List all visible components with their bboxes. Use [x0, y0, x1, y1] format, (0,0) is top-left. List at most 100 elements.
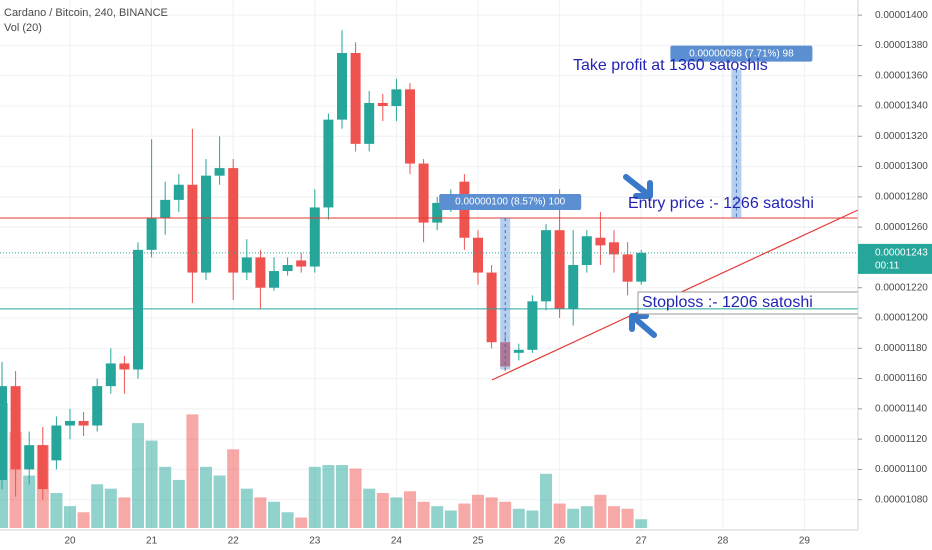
candle-body — [364, 102, 375, 144]
volume-bar — [580, 506, 593, 528]
x-tick-label: 20 — [64, 536, 76, 547]
volume-bar — [608, 506, 620, 528]
measure-label: 0.00000100 (8.57%) 100 — [455, 197, 566, 208]
volume-bar — [526, 510, 539, 528]
arrow — [623, 174, 653, 199]
y-tick-label: 0.00001380 — [875, 40, 928, 51]
x-tick-label: 23 — [309, 536, 321, 547]
volume-bar — [376, 493, 389, 528]
last-price-label: 0.00001243 — [875, 248, 928, 259]
y-tick-label: 0.00001160 — [875, 373, 928, 384]
candle-body — [513, 349, 524, 353]
candle-body — [309, 207, 320, 267]
candle-body — [269, 271, 279, 288]
volume-bar — [186, 414, 199, 528]
volume-bar — [200, 466, 212, 528]
candle-body — [377, 102, 388, 106]
volume-bar — [159, 466, 172, 528]
volume-bar — [363, 488, 376, 528]
candle-body — [228, 168, 239, 273]
volume-bar — [172, 479, 185, 528]
y-tick-label: 0.00001320 — [875, 131, 928, 142]
candle-body — [337, 53, 347, 120]
take-profit-note: Take profit at 1360 satoshis — [573, 57, 768, 74]
candle-body — [432, 202, 443, 223]
candle-body — [622, 254, 633, 282]
volume-bar — [50, 493, 63, 528]
volume-bar — [254, 497, 267, 528]
candle-body — [527, 301, 538, 350]
candle-body — [405, 89, 415, 164]
x-tick-label: 21 — [146, 536, 158, 547]
y-tick-label: 0.00001140 — [875, 403, 928, 414]
volume-bar — [485, 497, 498, 528]
candle-body — [24, 445, 35, 470]
volume-bar — [23, 475, 36, 528]
volume-bar — [281, 512, 294, 528]
y-tick-label: 0.00001340 — [875, 101, 928, 112]
volume-bar — [417, 501, 430, 528]
candle-body — [173, 184, 184, 200]
candle-body — [296, 260, 307, 267]
volume-bar — [635, 519, 648, 528]
candle-body — [146, 218, 157, 250]
candle-body — [92, 386, 103, 426]
volume-bar — [390, 497, 403, 528]
x-tick-label: 24 — [391, 536, 403, 547]
volume-bar — [540, 473, 552, 528]
y-tick-label: 0.00001400 — [875, 10, 928, 21]
volume-bar — [404, 491, 416, 528]
volume-bar — [104, 488, 117, 528]
volume-bar — [336, 465, 348, 528]
volume-bar — [145, 440, 158, 528]
y-tick-label: 0.00001200 — [875, 313, 928, 324]
candle-body — [133, 249, 143, 370]
volume-bar — [431, 506, 444, 528]
indicator-label: Vol (20) — [4, 22, 42, 34]
volume-bar — [308, 466, 321, 528]
candle-body — [214, 168, 225, 176]
volume-bar — [240, 488, 253, 528]
arrow — [629, 313, 657, 338]
volume-bar — [472, 494, 484, 528]
last-price-box — [858, 243, 932, 274]
y-tick-label: 0.00001100 — [875, 464, 928, 475]
volume-bar — [567, 508, 580, 528]
measure-label-bg — [439, 194, 582, 211]
candle-body — [51, 425, 62, 461]
candle-body — [282, 265, 293, 272]
candle-body — [581, 236, 592, 265]
y-tick-label: 0.00001360 — [875, 70, 928, 81]
x-tick-label: 22 — [228, 536, 240, 547]
y-tick-label: 0.00001180 — [875, 343, 928, 354]
x-tick-label: 26 — [554, 536, 566, 547]
volume-bar — [322, 465, 335, 528]
candle-body — [201, 175, 211, 273]
volume-bar — [227, 449, 240, 528]
candle-body — [486, 272, 497, 343]
x-tick-label: 25 — [472, 536, 484, 547]
volume-bar — [295, 517, 308, 528]
candle-body — [568, 265, 579, 309]
stoploss-note: Stoploss :- 1206 satoshi — [642, 294, 813, 311]
candle-body — [323, 119, 334, 208]
y-tick-label: 0.00001120 — [875, 434, 928, 445]
volume-bar — [553, 503, 566, 528]
candle-body — [65, 420, 75, 426]
candle-body — [473, 237, 483, 273]
y-tick-label: 0.00001220 — [875, 282, 928, 293]
y-tick-label: 0.00001300 — [875, 161, 928, 172]
volume-bar — [512, 508, 525, 528]
x-tick-label: 29 — [799, 536, 811, 547]
x-tick-label: 28 — [717, 536, 729, 547]
candle-body — [350, 53, 361, 144]
candle-body — [554, 230, 565, 309]
candle-body — [10, 386, 21, 470]
volume-bar — [621, 508, 634, 528]
candle-body — [636, 252, 647, 282]
candle-body — [241, 257, 252, 273]
y-tick-label: 0.00001080 — [875, 494, 928, 505]
volume-bar — [132, 423, 144, 528]
volume-bar — [213, 475, 226, 528]
